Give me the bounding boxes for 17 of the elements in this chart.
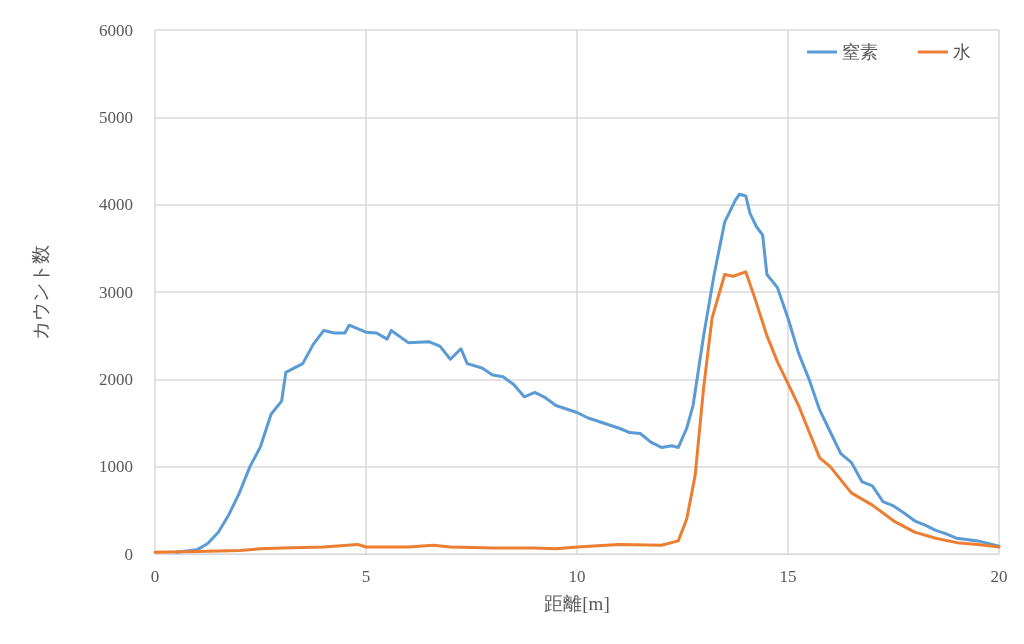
y-axis-title: カウント数 bbox=[30, 244, 51, 340]
legend-label: 窒素 bbox=[842, 42, 878, 62]
x-tick-label: 10 bbox=[568, 567, 586, 586]
y-tick-label: 2000 bbox=[99, 369, 133, 389]
legend-label: 水 bbox=[953, 42, 971, 62]
x-tick-label: 0 bbox=[150, 567, 160, 586]
x-tick-label: 15 bbox=[779, 567, 797, 586]
x-tick-label: 5 bbox=[361, 567, 371, 586]
x-axis-title: 距離[m] bbox=[544, 593, 610, 614]
y-tick-label: 6000 bbox=[99, 20, 133, 40]
x-tick-label: 20 bbox=[990, 567, 1008, 586]
y-tick-label: 1000 bbox=[99, 457, 133, 477]
y-tick-label: 0 bbox=[124, 544, 133, 564]
y-tick-label: 4000 bbox=[99, 195, 133, 215]
y-tick-label: 3000 bbox=[99, 282, 133, 302]
line-series bbox=[174, 192, 1001, 554]
y-tick-label: 5000 bbox=[99, 107, 133, 127]
